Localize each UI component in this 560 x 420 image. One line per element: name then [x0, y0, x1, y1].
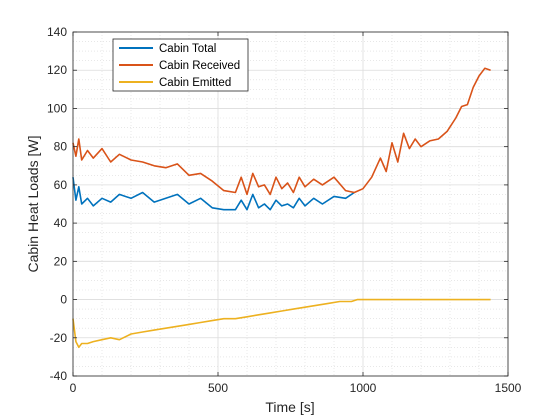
legend-label-emitted: Cabin Emitted: [159, 77, 231, 89]
y-tick-labels: -40 -20 0 20 40 60 80 100 120 140: [47, 25, 67, 383]
x-axis-label: Time [s]: [265, 399, 314, 415]
y-tick-label: 40: [54, 216, 68, 230]
y-tick-label: -40: [50, 369, 68, 383]
y-tick-label: 120: [47, 63, 67, 77]
axes-box: [72, 31, 509, 377]
y-tick-label: 100: [47, 101, 67, 115]
tick-marks: [72, 31, 509, 377]
y-tick-label: 80: [54, 140, 68, 154]
x-tick-labels: 0 500 1000 1500: [70, 381, 522, 395]
series-line-cabin-total: [72, 177, 355, 211]
y-tick-label: 140: [47, 25, 67, 39]
y-axis-label: Cabin Heat Loads [W]: [25, 136, 41, 273]
legend: Cabin Total Cabin Received Cabin Emitted: [112, 38, 249, 92]
x-tick-label: 1500: [495, 381, 522, 395]
y-tick-label: 0: [60, 293, 67, 307]
x-tick-label: 0: [70, 381, 77, 395]
series-line-cabin-received: [72, 67, 491, 196]
x-tick-label: 1000: [350, 381, 377, 395]
y-tick-label: -20: [50, 331, 68, 345]
legend-label-received: Cabin Received: [159, 60, 240, 72]
series-line-cabin-emitted: [72, 298, 491, 349]
legend-label-total: Cabin Total: [159, 43, 216, 55]
x-tick-label: 500: [208, 381, 228, 395]
y-tick-label: 20: [54, 254, 68, 268]
y-tick-label: 60: [54, 178, 68, 192]
series-layer: [72, 67, 491, 349]
